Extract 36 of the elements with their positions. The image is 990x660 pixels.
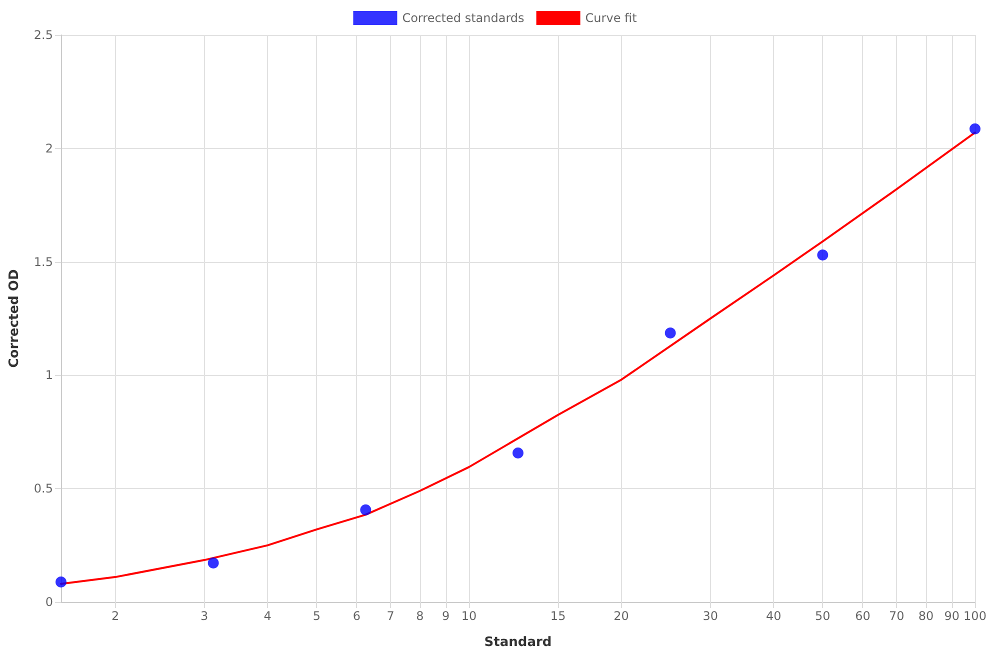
x-tick-label: 90: [944, 609, 960, 623]
legend-label: Corrected standards: [402, 11, 524, 25]
x-tick-label: 50: [815, 609, 830, 623]
y-tick-label: 1: [45, 368, 53, 382]
x-tick-label: 8: [416, 609, 424, 623]
point: [56, 576, 66, 588]
x-tick-label: 7: [386, 609, 394, 623]
x-tick-label: 10: [461, 609, 477, 623]
x-tick-label: 2: [111, 609, 120, 623]
x-axis-title: Standard: [484, 635, 552, 650]
x-tick-label: 5: [312, 609, 320, 623]
y-tick-label: 0: [45, 595, 53, 609]
point: [970, 123, 980, 134]
y-tick-label: 2: [45, 141, 53, 156]
x-tick-label: 70: [888, 609, 904, 623]
x-tick-label: 4: [264, 609, 272, 623]
x-tick-label: 30: [702, 609, 718, 623]
x-tick-label: 40: [766, 609, 782, 623]
point: [664, 328, 676, 339]
x-tick-label: 60: [855, 609, 870, 623]
y-axis-title: Corrected OD: [7, 269, 22, 368]
x-tick-label: 100: [964, 609, 986, 623]
x-tick-label: 6: [352, 609, 361, 623]
x-tick-label: 80: [918, 609, 934, 623]
point: [512, 447, 524, 458]
x-tick-label: 9: [442, 609, 450, 623]
y-tick-label: 0.5: [34, 482, 53, 496]
point: [817, 250, 828, 260]
x-tick-label: 20: [614, 609, 629, 623]
y-tick-label: 1.5: [34, 254, 53, 269]
legend-label: Curve fit: [585, 11, 638, 25]
point: [360, 504, 372, 516]
y-tick-label: 2.5: [34, 28, 53, 42]
x-tick-label: 3: [200, 609, 208, 623]
x-tick-label: 15: [550, 609, 566, 623]
point: [208, 557, 219, 568]
